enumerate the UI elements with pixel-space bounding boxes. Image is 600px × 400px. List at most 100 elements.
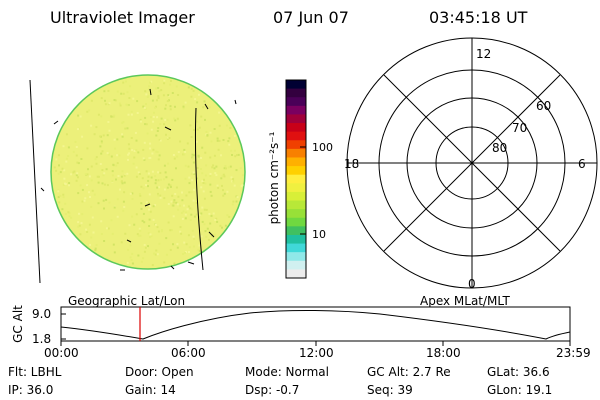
disk-speckle (212, 164, 215, 167)
disk-speckle (115, 178, 117, 181)
disk-speckle (145, 123, 148, 126)
disk-speckle (94, 249, 97, 252)
disk-speckle (182, 107, 185, 110)
disk-speckle (185, 211, 188, 214)
disk-speckle (76, 172, 79, 175)
disk-speckle (171, 229, 173, 232)
disk-speckle (138, 193, 141, 195)
disk-speckle (123, 181, 126, 184)
disk-speckle (185, 194, 188, 197)
disk-speckle (68, 215, 71, 218)
disk-speckle (93, 193, 96, 196)
disk-speckle (201, 180, 204, 183)
disk-speckle (64, 213, 67, 215)
colorbar-swatch (286, 148, 306, 159)
disk-speckle (106, 134, 109, 137)
uv-disk-texture (53, 79, 244, 267)
disk-speckle (228, 137, 231, 140)
time-tick-0600: 06:00 (171, 346, 206, 360)
disk-speckle (145, 184, 147, 187)
disk-speckle (176, 243, 179, 246)
gc-alt-status: GC Alt: 2.7 Re (367, 365, 451, 379)
disk-speckle (180, 232, 183, 235)
disk-speckle (179, 226, 182, 229)
disk-speckle (164, 171, 167, 174)
disk-speckle (96, 175, 99, 178)
disk-speckle (144, 246, 147, 249)
disk-speckle (91, 189, 94, 192)
disk-speckle (143, 158, 146, 161)
disk-speckle (167, 221, 170, 224)
disk-speckle (176, 155, 179, 158)
disk-speckle (209, 175, 212, 177)
disk-speckle (233, 134, 236, 137)
disk-speckle (136, 233, 139, 236)
disk-speckle (187, 234, 190, 237)
disk-speckle (143, 221, 146, 224)
colorbar-swatch (286, 217, 306, 227)
disk-speckle (160, 89, 163, 92)
disk-speckle (175, 85, 178, 88)
disk-speckle (159, 196, 162, 199)
disk-speckle (129, 256, 132, 259)
disk-speckle (62, 183, 65, 186)
disk-speckle (166, 100, 169, 103)
disk-speckle (156, 116, 159, 119)
disk-speckle (152, 148, 155, 151)
disk-speckle (203, 100, 206, 103)
disk-speckle (195, 202, 198, 204)
disk-speckle (209, 131, 212, 134)
disk-speckle (236, 196, 239, 199)
disk-speckle (122, 121, 125, 123)
disk-speckle (163, 197, 166, 200)
disk-speckle (218, 124, 221, 127)
disk-speckle (213, 233, 216, 236)
disk-speckle (77, 114, 80, 117)
disk-speckle (116, 90, 119, 93)
disk-speckle (118, 154, 121, 157)
disk-speckle (73, 170, 76, 173)
disk-speckle (121, 121, 124, 124)
disk-speckle (90, 124, 93, 127)
disk-speckle (107, 89, 110, 92)
disk-speckle (192, 235, 195, 238)
disk-speckle (77, 225, 80, 228)
mlat-label-80: 80 (492, 141, 508, 155)
disk-speckle (72, 150, 75, 153)
time-tick-1200: 12:00 (299, 346, 334, 360)
disk-speckle (163, 123, 165, 126)
disk-speckle (200, 186, 203, 189)
colorbar-swatch (286, 191, 306, 202)
disk-speckle (80, 158, 83, 160)
disk-speckle (102, 174, 105, 177)
disk-speckle (220, 177, 223, 180)
disk-speckle (191, 229, 194, 232)
disk-speckle (149, 142, 152, 145)
disk-speckle (57, 196, 60, 199)
disk-speckle (111, 232, 114, 235)
disk-speckle (164, 107, 167, 110)
disk-speckle (172, 204, 175, 207)
disk-speckle (157, 158, 160, 161)
disk-speckle (113, 99, 116, 101)
disk-speckle (133, 156, 136, 159)
disk-speckle (158, 186, 161, 189)
disk-speckle (83, 199, 86, 202)
disk-speckle (158, 242, 161, 245)
disk-speckle (181, 191, 183, 194)
disk-speckle (140, 207, 143, 210)
disk-speckle (200, 157, 202, 159)
disk-speckle (201, 220, 204, 223)
disk-speckle (89, 196, 91, 198)
disk-speckle (147, 95, 150, 98)
disk-speckle (120, 180, 123, 183)
disk-speckle (127, 153, 130, 156)
disk-speckle (225, 167, 227, 170)
disk-speckle (159, 139, 162, 142)
disk-speckle (169, 186, 172, 188)
disk-speckle (206, 134, 209, 137)
disk-speckle (183, 148, 186, 151)
disk-speckle (210, 140, 213, 143)
colorbar-swatch (286, 157, 306, 167)
